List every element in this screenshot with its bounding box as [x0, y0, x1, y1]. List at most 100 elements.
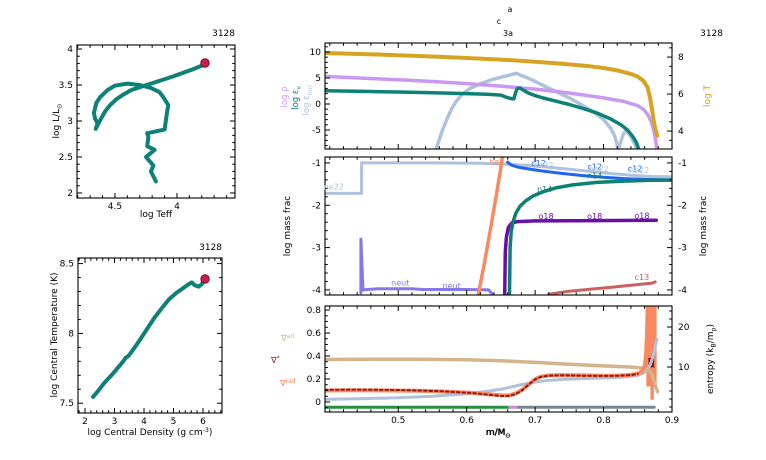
c12-curve: [506, 160, 673, 182]
y-tick-label: 5: [315, 74, 321, 84]
y-axis-label-grad-ad: ∇ad: [280, 333, 294, 344]
curve-label-ne22: ne22: [533, 161, 553, 170]
hr-diagram-frame: [76, 44, 236, 199]
y-tick-label: 0: [315, 398, 321, 408]
curve-label-c12: c12: [587, 163, 602, 172]
y-tick-label-right: 4: [678, 127, 684, 137]
hr-diagram-ticks: [77, 45, 235, 198]
y-axis-label-epsnu: log εν: [291, 86, 302, 110]
y-tick-label-right: -2: [678, 201, 687, 211]
x-tick-label: 6: [200, 417, 206, 427]
log-eps-nu-curve: [324, 86, 641, 150]
c13-curve: [547, 280, 657, 296]
x-tick-label: 0.5: [391, 416, 405, 426]
gradient-panel-ticks: [325, 306, 673, 412]
x-tick-label: 0.8: [596, 416, 611, 426]
current-model-marker: [200, 274, 210, 284]
n14-curve: [507, 178, 673, 296]
y-tick-label: 7.5: [60, 399, 74, 409]
y-tick-label: 0.8: [307, 306, 322, 316]
curve-label-c13: c13: [635, 273, 650, 282]
y-axis-label-left: log mass frac: [283, 196, 293, 256]
x-axis-label: log Teff: [140, 210, 173, 220]
y-tick-label: -2: [312, 201, 321, 211]
neut-curve: [359, 237, 494, 296]
y-axis-label-logT: log T: [703, 84, 713, 107]
y-tick-label-right: 20: [678, 323, 690, 333]
y-tick-label: 10: [310, 48, 322, 58]
curve-label-o18: o18: [587, 212, 602, 221]
he4-curve: [476, 156, 505, 296]
x-axis-label: m/M⊙: [486, 428, 511, 439]
y-tick-label: -1: [312, 159, 321, 169]
burn-label-3a: 3a: [503, 29, 513, 38]
y-tick-label: 8.5: [60, 260, 74, 270]
y-tick-label-right: -3: [678, 244, 687, 254]
x-tick-label: 0.9: [665, 416, 680, 426]
log-rho-curve: [324, 74, 659, 150]
hr-track-curve: [91, 61, 207, 184]
curve-label-c12: c12: [531, 159, 546, 168]
tc-rhoc: 2 3 4 5 6 7.5 8 8.5 3128 log Central Density (g c…: [50, 243, 223, 438]
y-tick-label: 2: [67, 189, 73, 199]
y-tick-label: 0.6: [307, 329, 322, 339]
curve-label-he4: he4: [489, 158, 504, 167]
model-number-title: 3128: [212, 29, 235, 39]
y-tick-label: 0.2: [307, 375, 321, 385]
x-tick-label: 3: [112, 417, 118, 427]
burn-label-a: a: [508, 5, 513, 14]
power-panel-frame: [324, 42, 673, 150]
y-tick-label-right: -1: [678, 159, 687, 169]
y-axis-label-grad-star: ∇*: [270, 355, 280, 366]
curve-label-c12: c12: [628, 164, 643, 173]
y-axis-label-epsnuc: log εnuc: [302, 84, 313, 115]
curve-label-n14: n14: [587, 172, 602, 181]
central-track-curve: [91, 276, 208, 399]
x-tick-label: 2: [82, 417, 88, 427]
y-tick-label-right: 10: [678, 363, 690, 373]
curve-label-o18: o18: [634, 211, 649, 220]
y-tick-label: 4: [67, 45, 73, 55]
ne22-curve: [324, 161, 673, 195]
x-axis-label: log Central Density (g cm-3): [88, 427, 213, 438]
log-T-curve: [324, 51, 660, 138]
abundance-panel-frame: [324, 156, 673, 296]
burn-label-c: c: [497, 17, 501, 26]
y-axis-label: log Central Temperature (K): [50, 272, 60, 397]
y-tick-label-right: 8: [678, 53, 684, 63]
x-tick-label: 4: [174, 202, 180, 212]
y-axis-label-entropy: entropy (kB/mp): [706, 324, 717, 394]
model-number-title: 3128: [199, 243, 222, 253]
y-tick-label: -4: [312, 286, 321, 296]
hr-diagram: 4.5 4 2 2.5 3 3.5 4 3128 log Teff log L/L⊙: [52, 29, 236, 220]
curve-label-neut: neut: [391, 279, 409, 288]
y-axis-label-right: log mass frac: [699, 196, 709, 256]
y-tick-label-right: 6: [678, 90, 684, 100]
x-tick-label: 4.5: [108, 202, 122, 212]
model-number-title: 3128: [700, 29, 723, 39]
abundance-panel-ticks: [325, 157, 673, 295]
curve-label-ne22: ne22: [629, 166, 649, 175]
y-axis-label-logrho: log ρ: [280, 86, 290, 107]
y-tick-label: 3.5: [59, 81, 73, 91]
y-tick-label: 0.4: [307, 352, 322, 362]
curve-label-neut: neut: [443, 282, 461, 291]
curve-label-ne22: ne22: [589, 164, 609, 173]
y-tick-label: 2.5: [59, 153, 73, 163]
grad-rad-spike-lower: [650, 385, 654, 400]
curve-label-o18: o18: [539, 212, 554, 221]
current-model-marker: [200, 58, 210, 68]
x-tick-label: 0.6: [460, 416, 475, 426]
x-tick-label: 4: [141, 417, 147, 427]
hr-diagram-plot-area: [77, 45, 235, 198]
grad-rad-spike: [646, 306, 657, 387]
log-eps-nuc-curve: [434, 71, 639, 150]
y-tick-label: -5: [312, 126, 321, 136]
entropy-curve: [324, 337, 659, 401]
y-axis-label-grad-rad: ∇rad: [279, 378, 296, 389]
tc-rhoc-ticks: [78, 258, 222, 413]
